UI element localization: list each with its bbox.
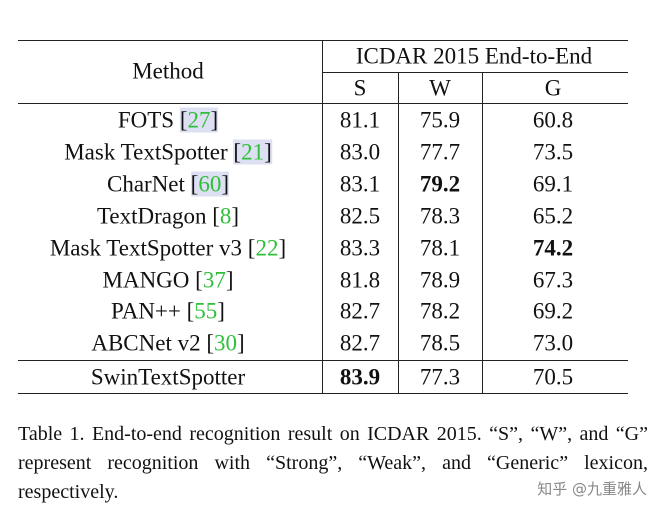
value-cell: 75.9 xyxy=(419,107,461,133)
value-cell: 82.7 xyxy=(339,330,381,356)
method-cell: SwinTextSpotter xyxy=(90,364,246,390)
value-cell: 82.5 xyxy=(339,203,381,229)
value-cell: 74.2 xyxy=(532,235,574,261)
citation: [21] xyxy=(233,139,272,165)
value-cell: 83.0 xyxy=(339,139,381,165)
method-cell: Mask TextSpotter [21] xyxy=(64,139,272,165)
citation: [22] xyxy=(247,235,287,261)
value-cell: 83.9 xyxy=(339,364,381,390)
value-cell: 69.2 xyxy=(532,298,574,324)
header-column: W xyxy=(429,75,451,101)
value-cell: 78.1 xyxy=(419,235,461,261)
value-cell: 69.1 xyxy=(532,171,574,197)
citation: [27] xyxy=(179,107,219,133)
value-cell: 82.7 xyxy=(339,298,381,324)
value-cell: 77.7 xyxy=(419,139,461,165)
rule xyxy=(18,393,628,395)
value-cell: 81.1 xyxy=(339,107,381,133)
value-cell: 78.9 xyxy=(419,267,461,292)
citation: [37] xyxy=(195,267,234,292)
header-column: S xyxy=(353,75,367,101)
header-group: ICDAR 2015 End-to-End xyxy=(355,43,593,69)
citation: [55] xyxy=(186,298,225,324)
value-cell: 73.5 xyxy=(532,139,574,165)
value-cell: 78.5 xyxy=(419,330,461,356)
value-cell: 79.2 xyxy=(419,171,461,197)
value-cell: 78.3 xyxy=(419,203,461,229)
value-cell: 67.3 xyxy=(532,267,574,292)
rule xyxy=(322,72,628,74)
watermark: 知乎 @九重雅人 xyxy=(537,480,647,498)
caption: Table 1. End-to-end recognition result o… xyxy=(18,423,648,503)
value-cell: 60.8 xyxy=(532,107,574,133)
method-name: TextDragon xyxy=(96,203,207,229)
column-rule xyxy=(398,72,400,393)
value-cell: 78.2 xyxy=(419,298,461,324)
method-cell: TextDragon [8] xyxy=(97,204,239,227)
method-cell: CharNet [60] xyxy=(106,171,230,197)
header-column: G xyxy=(544,75,562,101)
citation: [60] xyxy=(190,171,230,197)
method-cell: ABCNet v2 [30] xyxy=(91,332,244,355)
method-name: PAN++ xyxy=(111,298,181,324)
value-cell: 65.2 xyxy=(532,203,574,229)
method-name: Mask TextSpotter xyxy=(64,139,228,165)
value-cell: 81.8 xyxy=(339,267,381,292)
method-name: ABCNet v2 xyxy=(91,330,201,356)
citation: [8] xyxy=(212,203,240,229)
value-cell: 70.5 xyxy=(532,364,574,390)
value-cell: 77.3 xyxy=(419,364,461,390)
method-cell: PAN++ [55] xyxy=(111,300,225,323)
column-rule xyxy=(482,72,484,393)
method-cell: Mask TextSpotter v3 [22] xyxy=(50,236,286,259)
method-cell: FOTS [27] xyxy=(117,107,219,133)
method-name: MANGO xyxy=(102,267,190,292)
value-cell: 83.3 xyxy=(339,235,381,261)
header-method: Method xyxy=(132,58,204,84)
value-cell: 73.0 xyxy=(532,330,574,356)
citation: [30] xyxy=(206,330,245,356)
method-cell: MANGO [37] xyxy=(103,268,234,291)
value-cell: 83.1 xyxy=(339,171,381,197)
method-name: CharNet xyxy=(106,171,185,197)
column-rule xyxy=(322,40,324,393)
method-name: FOTS xyxy=(117,107,175,133)
method-name: Mask TextSpotter v3 xyxy=(49,235,243,261)
